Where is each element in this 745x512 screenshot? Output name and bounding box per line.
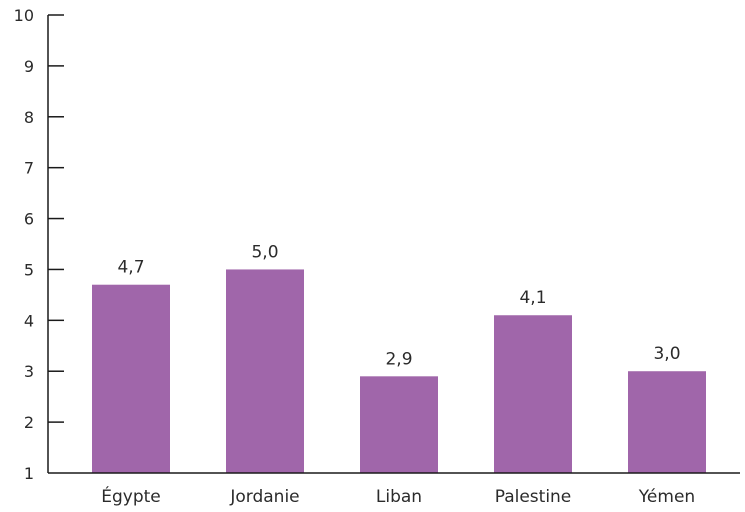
y-tick-label: 6 (24, 210, 34, 229)
x-category-label: Égypte (101, 485, 161, 507)
x-category-label: Liban (376, 487, 422, 507)
y-tick-label: 5 (24, 260, 34, 279)
x-category-label: Jordanie (229, 487, 299, 507)
data-label: 4,1 (519, 288, 546, 308)
y-tick-label: 7 (24, 159, 34, 178)
y-tick-label: 3 (24, 362, 34, 381)
bar (494, 315, 572, 473)
x-category-label: Yémen (638, 487, 695, 507)
y-tick-label: 8 (24, 108, 34, 127)
data-label: 3,0 (653, 344, 680, 364)
y-tick-label: 4 (24, 311, 34, 330)
bar (628, 371, 706, 473)
y-tick-label: 1 (24, 464, 34, 483)
y-tick-label: 9 (24, 57, 34, 76)
bar (226, 269, 304, 473)
data-label: 2,9 (385, 349, 412, 369)
bar (360, 376, 438, 473)
y-tick-label: 2 (24, 413, 34, 432)
data-labels-group: 4,7 5,0 2,9 4,1 3,0 (117, 242, 680, 369)
bars-group (92, 269, 706, 473)
x-category-label: Palestine (495, 487, 572, 507)
y-tick-label: 10 (14, 6, 34, 25)
data-label: 4,7 (117, 258, 144, 278)
y-axis: 1 2 3 4 5 6 7 8 9 10 (14, 6, 64, 483)
x-axis-labels: Égypte Jordanie Liban Palestine Yémen (101, 485, 695, 507)
data-label: 5,0 (251, 242, 278, 262)
bar (92, 284, 170, 473)
